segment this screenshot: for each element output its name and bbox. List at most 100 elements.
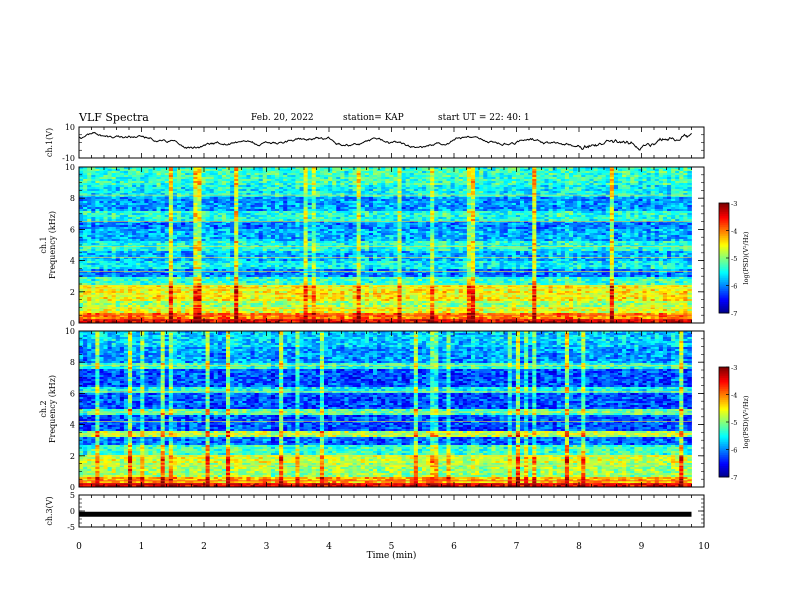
spectrogram-cell [601,217,607,220]
spectrogram-cell [573,167,578,170]
spectrogram-cell [646,211,652,214]
spectrogram-cell [560,191,566,194]
spectrogram-cell [544,195,549,198]
spectrogram-cell [389,197,394,200]
spectrogram-cell [168,173,174,176]
spectrogram-cell [397,169,402,172]
spectrogram-cell [618,219,623,222]
spectrogram-cell [499,207,505,210]
spectrogram-cell [532,205,537,208]
spectrogram-cell [577,195,582,198]
spectrogram-cell [209,191,215,194]
spectrogram-cell [360,193,366,196]
spectrogram-cell [422,193,427,196]
spectrogram-cell [667,205,672,208]
spectrogram-cell [503,181,509,184]
spectrogram-cell [377,187,382,190]
spectrogram-cell [515,171,521,174]
spectrogram-cell [168,177,174,180]
spectrogram-cell [79,201,84,204]
spectrogram-cell [520,187,525,190]
spectrogram-cell [409,207,415,210]
spectrogram-cell [144,167,149,170]
spectrogram-cell [140,183,145,186]
spectrogram-cell [328,201,333,204]
spectrogram-cell [671,195,676,198]
spectrogram-cell [401,199,407,202]
spectrogram-cell [683,199,688,202]
spectrogram-cell [605,199,611,202]
spectrogram-cell [626,223,631,226]
spectrogram-cell [160,183,166,186]
spectrogram-cell [511,187,517,190]
spectrogram-cell [99,181,104,184]
spectrogram-cell [430,189,435,192]
spectrogram-cell [291,191,296,194]
spectrogram-cell [364,213,370,216]
spectrogram-cell [209,173,215,176]
spectrogram-cell [234,169,239,172]
spectrogram-cell [209,211,215,214]
spectrogram-cell [189,213,194,216]
spectrogram-cell [556,189,562,192]
spectrogram-cell [687,209,692,212]
spectrogram-cell [687,185,692,188]
spectrogram-cell [193,207,198,210]
spectrogram-cell [348,185,353,188]
spectrogram-cell [548,191,554,194]
spectrogram-cell [197,177,202,180]
spectrogram-cell [95,189,100,192]
spectrogram-cell [630,195,635,198]
spectrogram-cell [348,197,353,200]
spectrogram-cell [254,211,260,214]
spectrogram-cell [303,197,309,200]
spectrogram-cell [454,187,460,190]
spectrogram-cell [634,221,639,224]
spectrogram-cell [556,213,562,216]
spectrogram-cell [152,211,157,214]
spectrogram-cell [262,195,268,198]
spectrogram-cell [528,171,533,174]
spectrogram-cell [446,201,451,204]
spectrogram-cell [111,209,117,212]
spectrogram-cell [266,203,272,206]
spectrogram-cell [344,203,349,206]
spectrogram-cell [356,175,362,178]
spectrogram-cell [487,203,492,206]
spectrogram-cell [581,219,586,222]
spectrogram-cell [103,179,108,182]
spectrogram-cell [340,179,345,182]
spectrogram-cell [262,181,268,184]
spectrogram-cell [466,223,472,226]
spectrogram-cell [140,219,145,222]
spectrogram-cell [654,189,660,192]
spectrogram-cell [605,203,611,206]
spectrogram-cell [609,185,615,188]
spectrogram-cell [503,207,509,210]
spectrogram-cell [262,167,268,170]
spectrogram-cell [405,203,411,206]
spectrogram-cell [511,215,517,218]
spectrogram-cell [454,197,460,200]
spectrogram-cell [479,221,484,224]
spectrogram-cell [250,205,255,208]
spectrogram-cell [667,193,672,196]
spectrogram-cell [197,197,202,200]
spectrogram-cell [540,215,545,218]
spectrogram-cell [172,209,178,212]
spectrogram-cell [83,169,88,172]
spectrogram-cell [605,177,611,180]
spectrogram-cell [340,195,345,198]
spectrogram-cell [226,203,231,206]
spectrogram-cell [679,179,684,182]
spectrogram-cell [601,205,607,208]
spectrogram-cell [479,209,484,212]
spectrogram-cell [454,185,460,188]
spectrogram-cell [675,199,680,202]
spectrogram-cell [589,209,594,212]
spectrogram-cell [254,193,260,196]
spectrogram-cell [675,209,680,212]
spectrogram-cell [197,209,202,212]
spectrogram-cell [344,219,349,222]
spectrogram-cell [585,213,590,216]
